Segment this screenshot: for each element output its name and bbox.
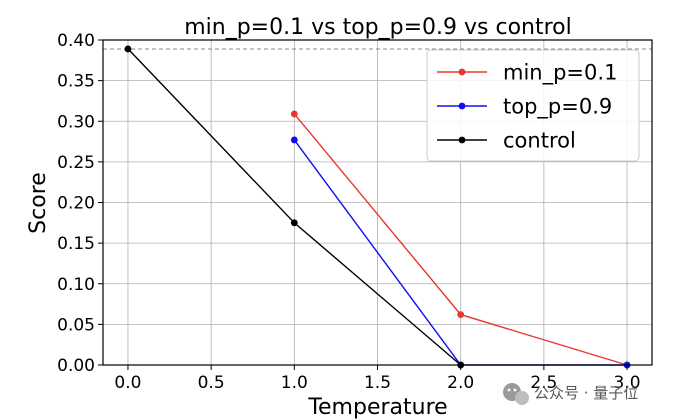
- x-tick-label: 2.0: [447, 373, 474, 393]
- y-tick-label: 0.35: [57, 72, 95, 92]
- watermark: 公众号 · 量子位: [503, 383, 638, 405]
- x-tick-label: 0.0: [114, 373, 141, 393]
- y-tick-label: 0.05: [57, 315, 95, 335]
- y-tick-label: 0.10: [57, 275, 95, 295]
- x-axis-title: Temperature: [307, 395, 447, 420]
- y-tick-label: 0.40: [57, 31, 95, 51]
- x-tick-label: 1.0: [281, 373, 308, 393]
- legend-entry: min_p=0.1: [437, 61, 617, 86]
- y-tick-label: 0.25: [57, 153, 95, 173]
- watermark-text: 公众号 · 量子位: [534, 384, 638, 402]
- legend-marker: [458, 136, 466, 144]
- y-tick-label: 0.15: [57, 234, 95, 254]
- legend-label: top_p=0.9: [503, 95, 612, 120]
- x-tick-label: 3.0: [614, 373, 641, 393]
- data-point: [290, 110, 298, 118]
- x-tick-label: 2.5: [530, 373, 557, 393]
- data-point: [290, 136, 298, 144]
- data-point: [124, 45, 132, 53]
- axis-ticks: 0.0 0.5 1.0 1.5 2.0 2.5 3.0 0.00 0.05 0.10 0.15 0.2…: [57, 31, 640, 393]
- y-tick-label: 0.00: [57, 356, 95, 376]
- legend-marker: [458, 68, 466, 76]
- legend-label: control: [503, 129, 576, 153]
- legend-label: min_p=0.1: [503, 61, 617, 86]
- legend-entry: top_p=0.9: [437, 95, 612, 120]
- legend-entry: control: [437, 129, 576, 153]
- legend-marker: [458, 102, 466, 110]
- y-tick-label: 0.20: [57, 194, 95, 214]
- wechat-icon: [503, 383, 529, 405]
- y-axis-title: Score: [26, 172, 51, 234]
- data-point: [457, 311, 465, 319]
- x-tick-label: 0.5: [198, 373, 225, 393]
- y-tick-label: 0.30: [57, 112, 95, 132]
- legend-frame: [426, 49, 640, 162]
- data-point: [290, 219, 298, 227]
- x-tick-label: 1.5: [364, 373, 391, 393]
- chart-title: min_p=0.1 vs top_p=0.9 vs control: [184, 15, 572, 40]
